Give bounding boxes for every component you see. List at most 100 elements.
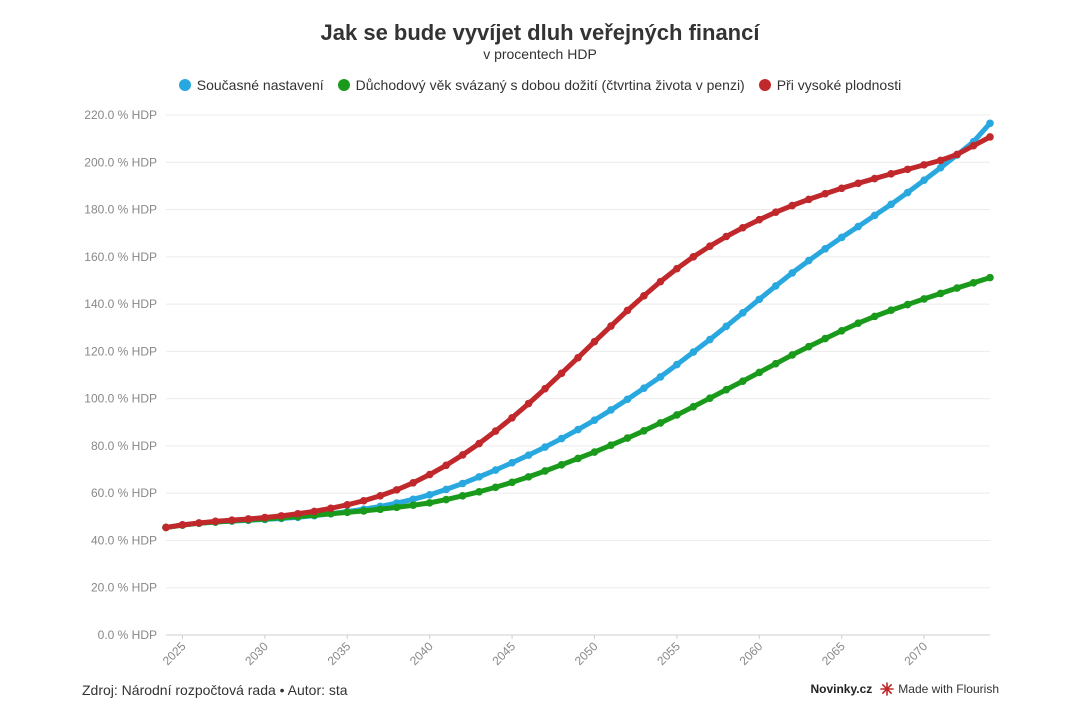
data-point bbox=[821, 244, 829, 253]
data-point bbox=[920, 161, 928, 169]
data-point bbox=[491, 483, 500, 492]
data-point bbox=[294, 509, 302, 518]
data-point bbox=[804, 195, 813, 204]
legend-label: Současné nastavení bbox=[196, 77, 324, 93]
data-point bbox=[640, 384, 648, 393]
data-point bbox=[458, 451, 467, 459]
data-point bbox=[936, 289, 945, 298]
data-point bbox=[920, 295, 928, 303]
data-point bbox=[508, 458, 516, 467]
data-point bbox=[491, 427, 500, 435]
data-point bbox=[310, 507, 319, 516]
data-point bbox=[689, 402, 698, 411]
y-tick-label: 20.0 % HDP bbox=[91, 581, 157, 595]
data-point bbox=[953, 150, 961, 159]
data-point bbox=[261, 513, 269, 522]
data-point bbox=[475, 487, 483, 496]
y-tick-label: 100.0 % HDP bbox=[84, 392, 157, 406]
data-point bbox=[524, 399, 533, 408]
legend-item-duchodovy-vek[interactable]: Důchodový věk svázaný s dobou dožití (čt… bbox=[337, 77, 745, 93]
data-point bbox=[755, 295, 764, 304]
data-point bbox=[557, 369, 566, 378]
data-point bbox=[804, 342, 813, 351]
data-point bbox=[903, 300, 912, 309]
data-point bbox=[771, 208, 780, 216]
x-tick-label: 2050 bbox=[572, 639, 601, 668]
y-tick-label: 220.0 % HDP bbox=[84, 108, 157, 122]
data-point bbox=[870, 312, 879, 321]
y-tick-label: 200.0 % HDP bbox=[84, 155, 157, 169]
data-point bbox=[788, 351, 797, 359]
x-tick-label: 2025 bbox=[160, 639, 189, 668]
footer-branding: Novinky.cz Made with Flourish bbox=[810, 682, 999, 696]
x-tick-label: 2045 bbox=[489, 639, 518, 668]
data-point bbox=[343, 500, 352, 509]
data-point bbox=[771, 359, 780, 368]
data-point bbox=[228, 516, 236, 524]
data-point bbox=[178, 521, 187, 529]
data-point bbox=[491, 466, 500, 474]
data-point bbox=[706, 242, 714, 250]
data-point bbox=[986, 133, 994, 141]
data-point bbox=[986, 119, 994, 128]
flourish-credit[interactable]: Made with Flourish bbox=[880, 682, 999, 696]
data-point bbox=[541, 467, 549, 475]
data-point bbox=[673, 264, 681, 273]
data-point bbox=[508, 413, 516, 422]
data-point bbox=[870, 211, 879, 220]
data-point bbox=[689, 253, 698, 261]
legend-label: Důchodový věk svázaný s dobou dožití (čt… bbox=[355, 77, 745, 93]
data-point bbox=[854, 179, 862, 188]
data-point bbox=[442, 495, 450, 504]
y-tick-label: 140.0 % HDP bbox=[84, 297, 157, 311]
data-point bbox=[722, 232, 731, 241]
data-point bbox=[557, 461, 566, 469]
y-tick-label: 60.0 % HDP bbox=[91, 486, 157, 500]
data-point bbox=[376, 505, 385, 514]
data-point bbox=[903, 188, 912, 197]
data-point bbox=[771, 282, 780, 290]
flourish-logo-icon bbox=[880, 682, 895, 696]
y-tick-label: 0.0 % HDP bbox=[98, 628, 157, 642]
x-tick-label: 2040 bbox=[407, 639, 436, 668]
data-point bbox=[425, 499, 434, 507]
data-point bbox=[211, 517, 220, 526]
data-point bbox=[359, 496, 368, 505]
data-point bbox=[327, 509, 335, 518]
data-point bbox=[590, 448, 599, 456]
data-point bbox=[343, 508, 352, 517]
data-point bbox=[557, 434, 566, 443]
data-point bbox=[475, 439, 483, 448]
series-line-0 bbox=[163, 120, 993, 530]
data-point bbox=[409, 501, 418, 510]
data-point bbox=[755, 215, 764, 224]
data-point bbox=[722, 322, 731, 331]
data-point bbox=[409, 478, 418, 487]
legend-swatch-icon bbox=[337, 79, 350, 91]
data-point bbox=[656, 373, 665, 381]
data-point bbox=[656, 419, 665, 427]
data-point bbox=[524, 473, 533, 481]
y-tick-label: 80.0 % HDP bbox=[91, 439, 157, 453]
y-tick-label: 40.0 % HDP bbox=[91, 533, 157, 547]
data-point bbox=[837, 233, 846, 242]
legend-item-soucasne[interactable]: Současné nastavení bbox=[178, 77, 324, 93]
data-point bbox=[475, 473, 483, 481]
data-point bbox=[524, 451, 533, 459]
data-point bbox=[574, 353, 582, 362]
data-point bbox=[887, 200, 895, 209]
chart-legend: Současné nastavení Důchodový věk svázaný… bbox=[0, 77, 1080, 93]
series-line-2 bbox=[163, 134, 993, 530]
x-tick-label: 2055 bbox=[654, 639, 683, 668]
data-point bbox=[195, 519, 203, 527]
source-credit: Zdroj: Národní rozpočtová rada • Autor: … bbox=[82, 682, 348, 698]
data-point bbox=[969, 279, 978, 287]
data-point bbox=[574, 425, 582, 434]
data-point bbox=[425, 491, 434, 499]
data-point bbox=[359, 507, 368, 515]
brand-logo[interactable]: Novinky.cz bbox=[810, 682, 873, 696]
data-point bbox=[837, 184, 846, 193]
legend-item-vysoka-plodnost[interactable]: Při vysoké plodnosti bbox=[758, 77, 901, 93]
data-point bbox=[623, 395, 632, 404]
